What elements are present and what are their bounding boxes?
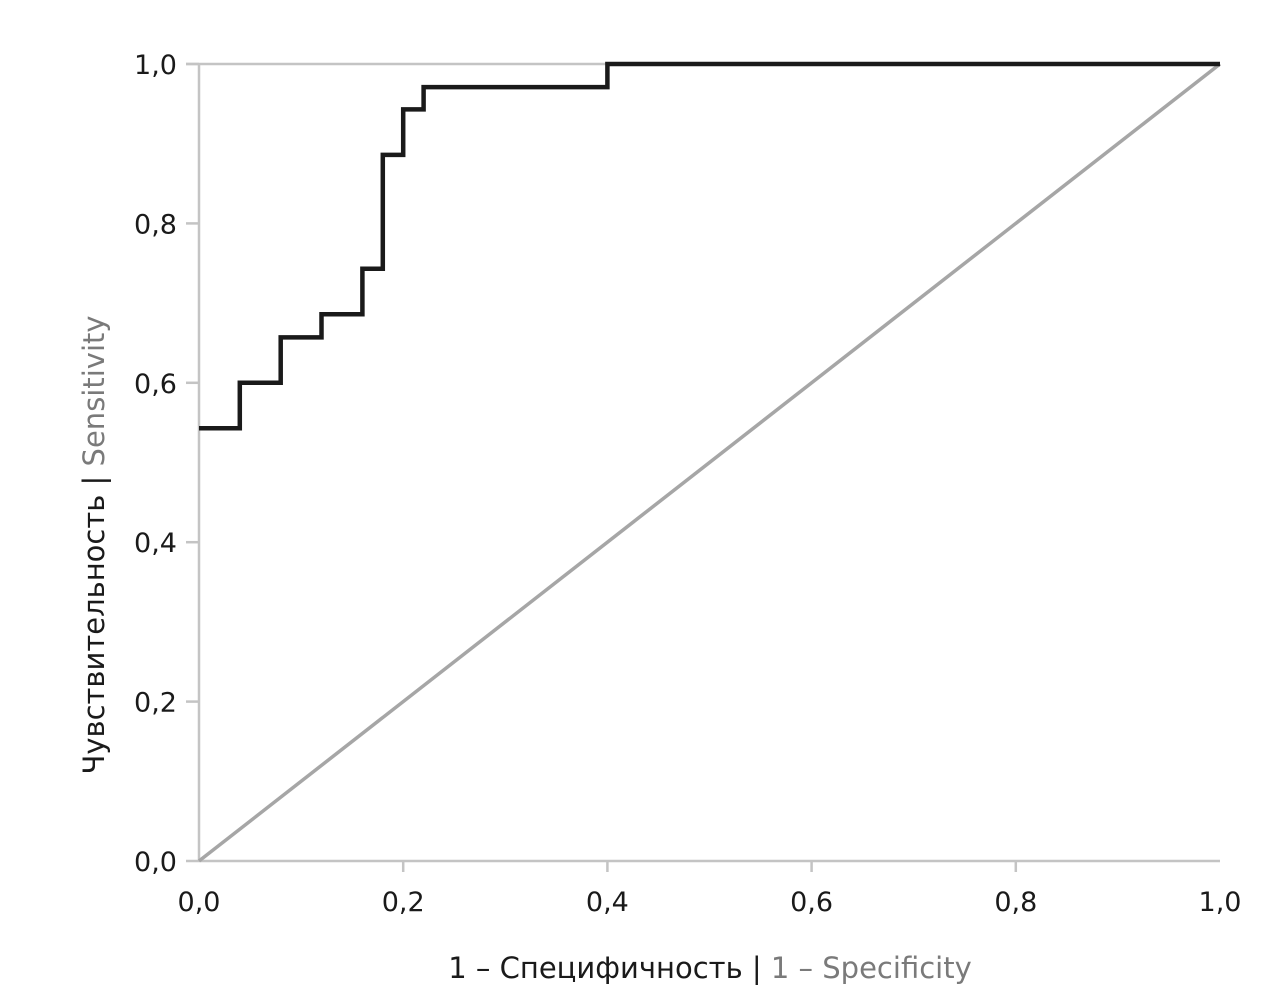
y-tick-label: 1,0 — [134, 50, 177, 81]
x-axis-label-secondary: 1 – Specificity — [771, 951, 972, 985]
x-axis-label-primary: 1 – Специфичность — [448, 951, 742, 985]
y-tick-label: 0,6 — [134, 369, 177, 400]
y-axis-label-primary: Чувствительность — [77, 495, 111, 775]
roc-curve-line — [199, 61, 1220, 431]
y-tick-label: 0,4 — [134, 528, 177, 559]
y-tick-label: 0,8 — [134, 209, 177, 240]
x-tick-label: 0,8 — [994, 887, 1037, 918]
y-axis-label-separator: | — [77, 466, 111, 485]
y-tick-label: 0,2 — [134, 688, 177, 719]
x-tick-label: 0,2 — [382, 887, 425, 918]
tick-labels: 0,0 0,2 0,4 0,6 0,8 1,0 0,0 0,2 0,4 0,6 0,8 1,0 — [134, 50, 1241, 918]
reference-diagonal-line — [197, 62, 1222, 863]
x-tick-label: 0,6 — [790, 887, 833, 918]
x-tick-label: 0,4 — [586, 887, 629, 918]
x-tick-label: 1,0 — [1199, 887, 1242, 918]
x-axis-label: 1 – Специфичность | 1 – Specificity — [448, 951, 972, 985]
x-axis-label-separator: | — [752, 951, 771, 985]
y-axis-label-secondary: Sensitivity — [77, 315, 111, 466]
series-layer — [197, 61, 1222, 863]
y-axis-label: Чувствительность | Sensitivity — [77, 315, 111, 774]
y-tick-label: 0,0 — [134, 847, 177, 878]
x-tick-label: 0,0 — [178, 887, 221, 918]
